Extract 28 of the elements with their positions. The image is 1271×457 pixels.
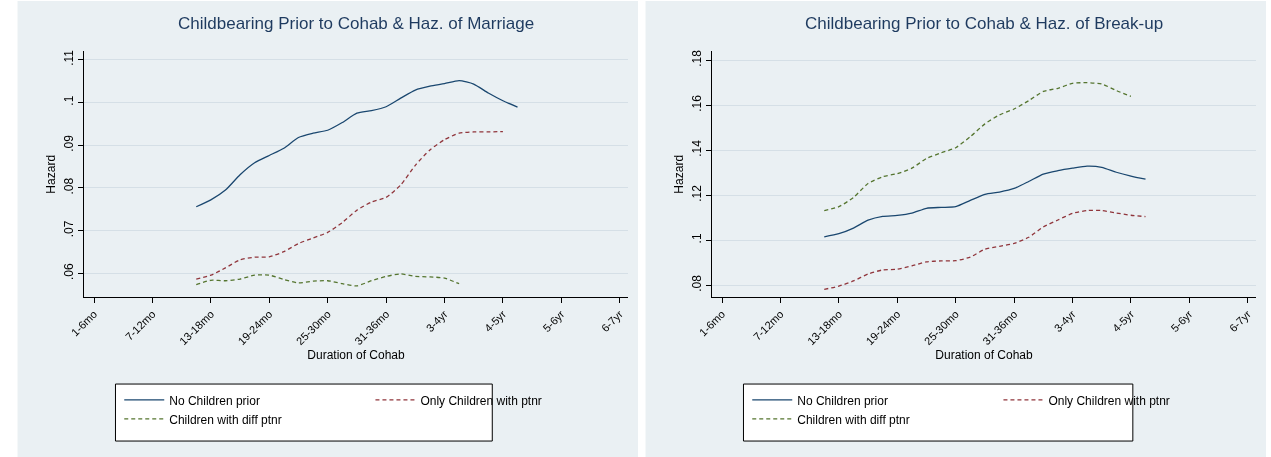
line-series bbox=[195, 273, 460, 287]
y-tick-label: .08 bbox=[690, 274, 705, 292]
y-axis-title: Hazard bbox=[671, 154, 686, 194]
legend-label: Children with diff ptnr bbox=[169, 412, 282, 427]
line-series bbox=[823, 209, 1147, 290]
y-axis-title: Hazard bbox=[43, 154, 58, 194]
y-tick-label: .14 bbox=[690, 139, 705, 157]
x-axis-title: Duration of Cohab bbox=[935, 348, 1034, 363]
y-tick-label: .08 bbox=[62, 177, 77, 195]
legend-label: Children with diff ptnr bbox=[797, 412, 910, 427]
line-series bbox=[823, 165, 1147, 238]
y-tick-label: .18 bbox=[690, 49, 705, 67]
x-axis-title: Duration of Cohab bbox=[307, 348, 406, 363]
y-tick-label: .12 bbox=[690, 184, 705, 202]
line-series bbox=[823, 82, 1132, 212]
y-tick-label: .1 bbox=[690, 233, 705, 244]
line-series bbox=[195, 80, 519, 208]
y-tick-label: .11 bbox=[62, 49, 77, 66]
chart-title: Childbearing Prior to Cohab & Haz. of Break-up bbox=[805, 14, 1164, 33]
y-tick-label: .07 bbox=[62, 220, 77, 238]
chart-title: Childbearing Prior to Cohab & Haz. of Marriage bbox=[178, 14, 535, 33]
y-tick-label: .06 bbox=[62, 263, 77, 280]
line-series bbox=[195, 130, 504, 280]
y-tick-label: .16 bbox=[690, 94, 705, 112]
legend-label: No Children prior bbox=[797, 393, 888, 408]
y-tick-label: .1 bbox=[62, 95, 77, 106]
y-tick-label: .09 bbox=[62, 134, 77, 152]
legend-label: No Children prior bbox=[169, 393, 260, 408]
